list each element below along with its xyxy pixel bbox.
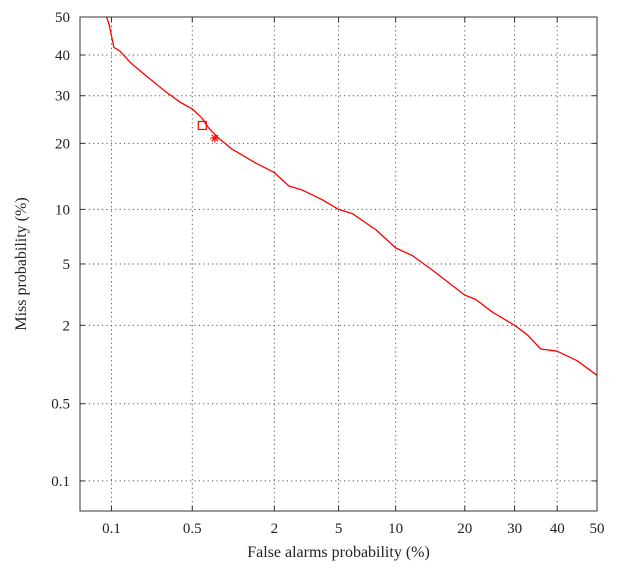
y-tick-label: 50 xyxy=(55,10,70,26)
square-marker xyxy=(197,120,207,131)
y-tick-label: 0.5 xyxy=(51,397,70,413)
star-marker xyxy=(210,133,220,143)
y-tick-label: 0.1 xyxy=(51,474,70,490)
x-tick-label: 40 xyxy=(550,521,565,537)
marker-layer xyxy=(197,120,220,143)
series-layer xyxy=(105,16,598,376)
x-tick-label: 50 xyxy=(590,521,605,537)
x-tick-label: 5 xyxy=(335,521,343,537)
y-tick-label: 20 xyxy=(55,136,70,152)
grid-lines xyxy=(80,17,597,511)
x-tick-label: 20 xyxy=(457,521,472,537)
y-tick-label: 5 xyxy=(63,257,71,273)
y-tick-label: 30 xyxy=(55,89,70,105)
y-tick-label: 40 xyxy=(55,48,70,64)
x-tick-label: 30 xyxy=(507,521,522,537)
y-tick-label: 10 xyxy=(55,202,70,218)
ticks xyxy=(80,16,598,511)
tick-labels: 0.1 0.5 2 5 10 20 30 40 50 0.1 0.5 2 5 10 20 30 40 50 xyxy=(51,10,604,537)
x-tick-label: 10 xyxy=(388,521,403,537)
x-tick-label: 2 xyxy=(271,521,279,537)
y-axis-label: Miss probability (%) xyxy=(13,197,30,330)
x-tick-label: 0.5 xyxy=(183,521,202,537)
y-tick-label: 2 xyxy=(63,318,71,334)
x-tick-label: 0.1 xyxy=(102,521,121,537)
det-curve xyxy=(105,16,598,376)
x-axis-label: False alarms probability (%) xyxy=(247,544,430,561)
